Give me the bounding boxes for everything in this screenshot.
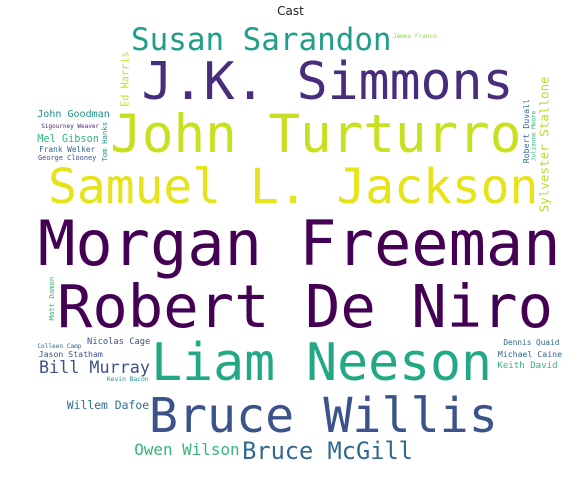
word-susan-sarandon: Susan Sarandon	[131, 21, 392, 58]
word-keith-david: Keith David	[497, 360, 558, 371]
word-john-turturro: John Turturro	[110, 104, 522, 166]
word-michael-caine: Michael Caine	[497, 349, 562, 360]
word-james-franco: James Franco	[392, 33, 437, 41]
word-sylvester-stallone: Sylvester Stallone	[536, 75, 552, 212]
word-colleen-camp: Colleen Camp	[37, 342, 82, 350]
word-tom-hanks: Tom Hanks	[100, 121, 110, 162]
word-robert-de-niro: Robert De Niro	[56, 272, 554, 342]
word-matt-damon: Matt Damon	[47, 277, 57, 321]
chart-title: Cast	[277, 4, 304, 18]
word-george-clooney: George Clooney	[37, 153, 97, 162]
word-bruce-mcgill: Bruce McGill	[242, 436, 413, 465]
word-owen-wilson: Owen Wilson	[134, 439, 240, 459]
word-julianne-moore: Julianne Moore	[529, 110, 537, 162]
word-john-goodman: John Goodman	[37, 108, 110, 120]
word-jason-statham: Jason Statham	[38, 349, 103, 360]
word-cloud: Morgan Freeman Samuel L. Jackson Robert De…	[37, 21, 562, 466]
word-morgan-freeman: Morgan Freeman	[38, 206, 561, 280]
word-mel-gibson: Mel Gibson	[37, 132, 99, 145]
word-frank-welker: Frank Welker	[39, 145, 96, 155]
word-nicolas-cage: Nicolas Cage	[87, 336, 151, 347]
word-j-k-simmons: J.K. Simmons	[141, 51, 514, 112]
word-liam-neeson: Liam Neeson	[151, 332, 493, 393]
word-ed-harris: Ed Harris	[119, 51, 132, 108]
word-bruce-willis: Bruce Willis	[148, 387, 498, 444]
word-sigourney-weaver: Sigourney Weaver	[41, 122, 100, 130]
word-bill-murray: Bill Murray	[38, 356, 150, 377]
word-samuel-l-jackson: Samuel L. Jackson	[48, 159, 539, 215]
word-willem-dafoe: Willem Dafoe	[66, 398, 150, 413]
word-dennis-quaid: Dennis Quaid	[503, 337, 560, 347]
word-kevin-bacon: Kevin Bacon	[106, 376, 149, 383]
